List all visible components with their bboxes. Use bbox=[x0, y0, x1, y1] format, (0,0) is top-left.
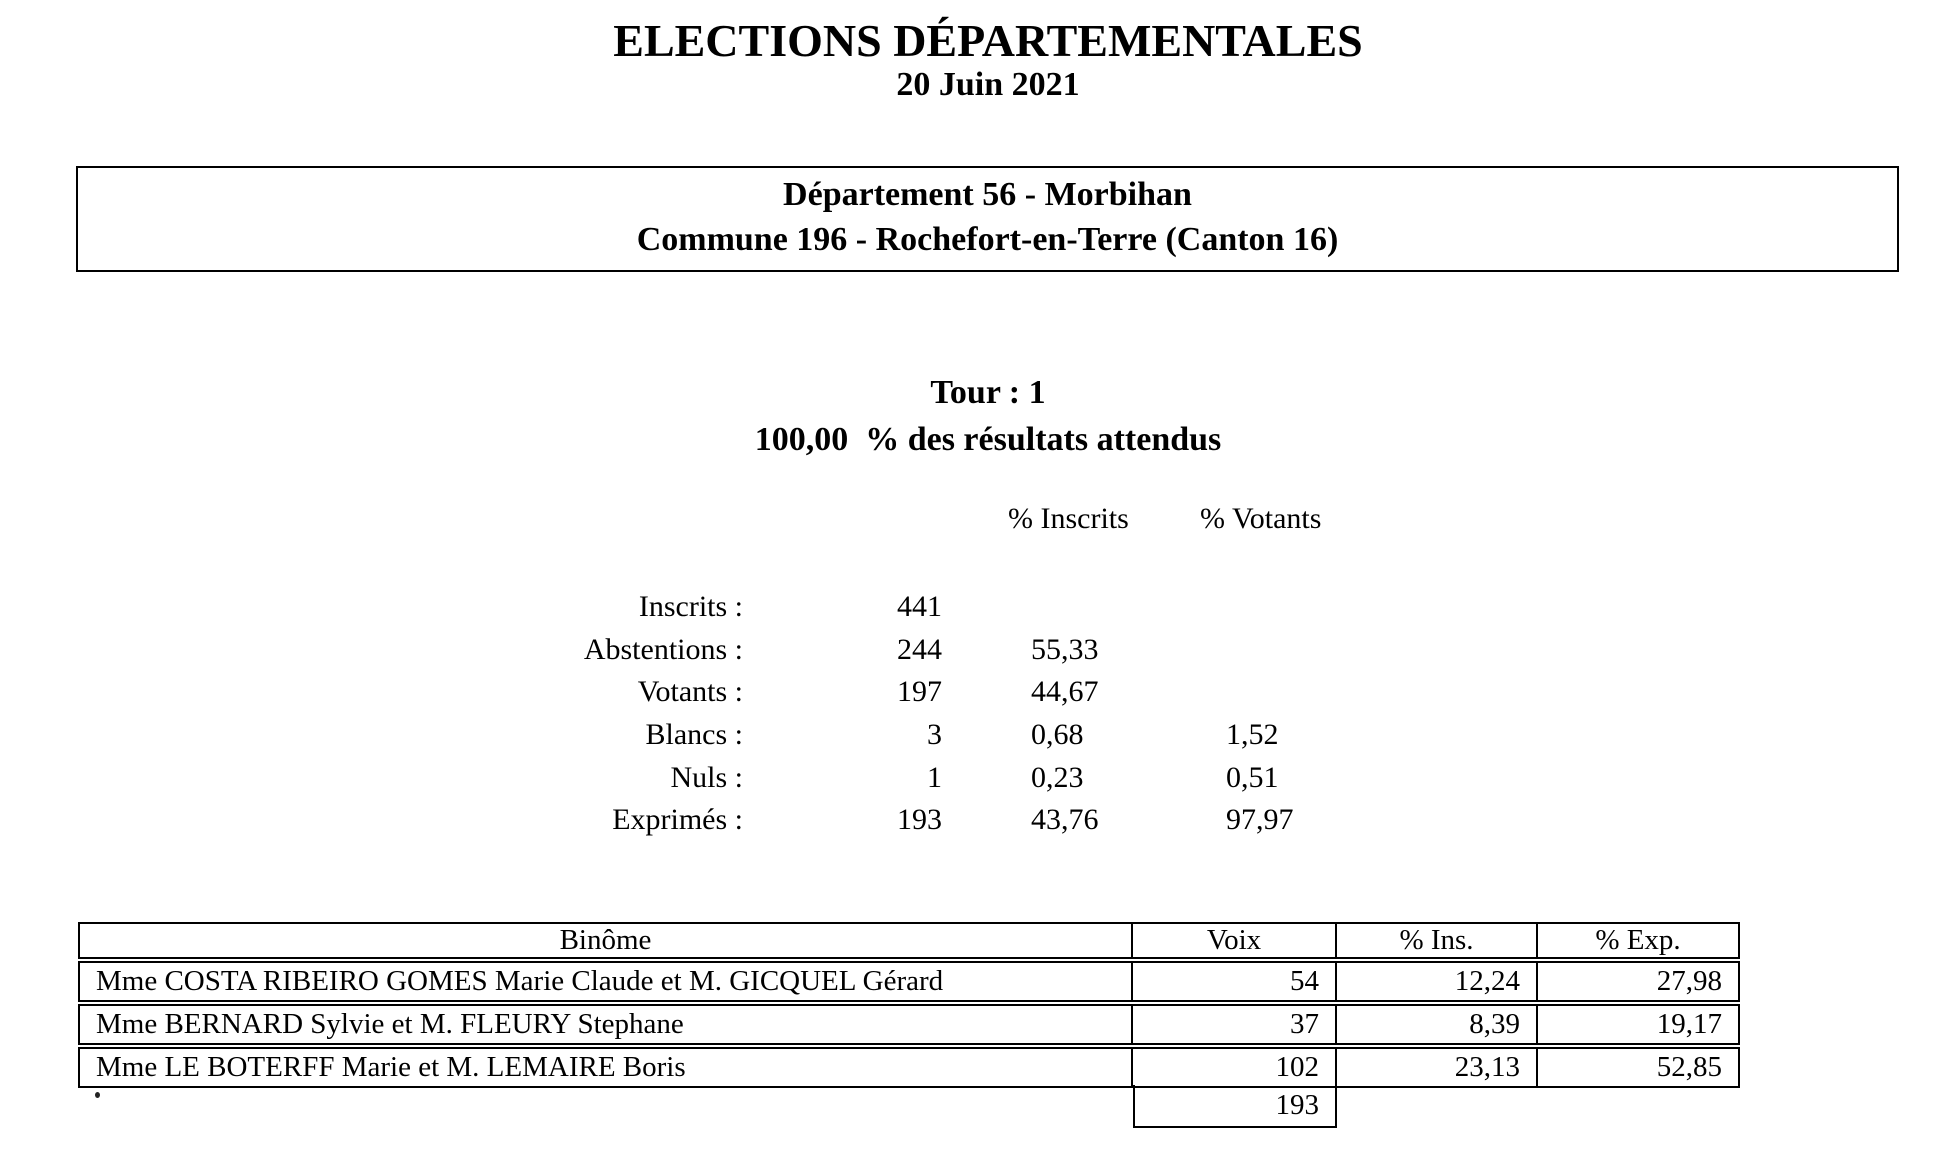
results-header-voix: Voix bbox=[1133, 922, 1337, 959]
candidate-voix: 102 bbox=[1133, 1047, 1337, 1088]
candidate-pct-ins: 8,39 bbox=[1337, 1004, 1538, 1045]
results-header-row: Binôme Voix % Ins. % Exp. bbox=[78, 922, 1740, 959]
candidate-voix: 54 bbox=[1133, 961, 1337, 1002]
stat-row-nuls: Nuls : 1 0,23 0,51 bbox=[0, 756, 1550, 799]
candidate-pct-ins: 12,24 bbox=[1337, 961, 1538, 1002]
table-row: Mme BERNARD Sylvie et M. FLEURY Stephane… bbox=[78, 1004, 1740, 1045]
stat-value: 244 bbox=[897, 632, 942, 666]
stat-value: 197 bbox=[897, 675, 942, 709]
stat-pct-inscrits: 44,67 bbox=[1031, 675, 1099, 709]
participation-header-pct-inscrits: % Inscrits bbox=[1008, 502, 1129, 535]
candidate-pct-exp: 52,85 bbox=[1538, 1047, 1740, 1088]
total-voix-box: 193 bbox=[1133, 1085, 1337, 1128]
stat-pct-votants: 97,97 bbox=[1226, 803, 1294, 837]
table-row: Mme LE BOTERFF Marie et M. LEMAIRE Boris… bbox=[78, 1047, 1740, 1088]
stat-label: Blancs : bbox=[645, 718, 744, 752]
stat-pct-votants: 1,52 bbox=[1226, 718, 1279, 752]
stat-pct-inscrits: 55,33 bbox=[1031, 632, 1099, 666]
stat-label: Nuls : bbox=[670, 760, 743, 794]
candidate-binome: Mme COSTA RIBEIRO GOMES Marie Claude et … bbox=[78, 961, 1133, 1002]
candidate-pct-exp: 19,17 bbox=[1538, 1004, 1740, 1045]
stat-pct-inscrits: 0,23 bbox=[1031, 760, 1084, 794]
tour-number: Tour : 1 bbox=[930, 374, 1046, 411]
candidate-pct-exp: 27,98 bbox=[1538, 961, 1740, 1002]
stat-pct-inscrits: 43,76 bbox=[1031, 803, 1099, 837]
stat-label: Votants : bbox=[637, 675, 743, 709]
stat-label: Inscrits : bbox=[638, 590, 743, 624]
location-box: Département 56 - Morbihan Commune 196 - … bbox=[76, 166, 1899, 272]
stat-row-votants: Votants : 197 44,67 bbox=[0, 671, 1550, 714]
total-voix-value: 193 bbox=[1275, 1089, 1320, 1121]
stat-row-inscrits: Inscrits : 441 bbox=[0, 586, 1550, 629]
results-progress: 100,00 % des résultats attendus bbox=[754, 421, 1222, 458]
scan-artifact-dot bbox=[95, 1092, 100, 1098]
results-table: Binôme Voix % Ins. % Exp. Mme COSTA RIBE… bbox=[78, 920, 1740, 1090]
table-row: Mme COSTA RIBEIRO GOMES Marie Claude et … bbox=[78, 961, 1740, 1002]
candidate-pct-ins: 23,13 bbox=[1337, 1047, 1538, 1088]
location-department: Département 56 - Morbihan bbox=[783, 176, 1192, 213]
stat-value: 3 bbox=[927, 718, 942, 752]
stat-label: Abstentions : bbox=[583, 632, 743, 666]
stat-value: 1 bbox=[927, 760, 942, 794]
stat-pct-votants: 0,51 bbox=[1226, 760, 1279, 794]
page-title: ELECTIONS DÉPARTEMENTALES bbox=[613, 15, 1363, 66]
stat-row-exprimes: Exprimés : 193 43,76 97,97 bbox=[0, 799, 1550, 842]
participation-header-pct-votants: % Votants bbox=[1200, 502, 1322, 535]
results-header-binome: Binôme bbox=[78, 922, 1133, 959]
election-date: 20 Juin 2021 bbox=[896, 66, 1080, 103]
candidate-voix: 37 bbox=[1133, 1004, 1337, 1045]
stat-value: 193 bbox=[897, 803, 942, 837]
candidate-binome: Mme BERNARD Sylvie et M. FLEURY Stephane bbox=[78, 1004, 1133, 1045]
stat-row-blancs: Blancs : 3 0,68 1,52 bbox=[0, 714, 1550, 757]
candidate-binome: Mme LE BOTERFF Marie et M. LEMAIRE Boris bbox=[78, 1047, 1133, 1088]
stat-row-abstentions: Abstentions : 244 55,33 bbox=[0, 629, 1550, 672]
participation-stats: Inscrits : 441 Abstentions : 244 55,33 V… bbox=[0, 586, 1550, 842]
results-header-pct-exp: % Exp. bbox=[1538, 922, 1740, 959]
stat-pct-inscrits: 0,68 bbox=[1031, 718, 1084, 752]
stat-value: 441 bbox=[897, 590, 942, 624]
location-commune: Commune 196 - Rochefort-en-Terre (Canton… bbox=[636, 221, 1339, 258]
results-header-pct-ins: % Ins. bbox=[1337, 922, 1538, 959]
stat-label: Exprimés : bbox=[612, 803, 743, 837]
